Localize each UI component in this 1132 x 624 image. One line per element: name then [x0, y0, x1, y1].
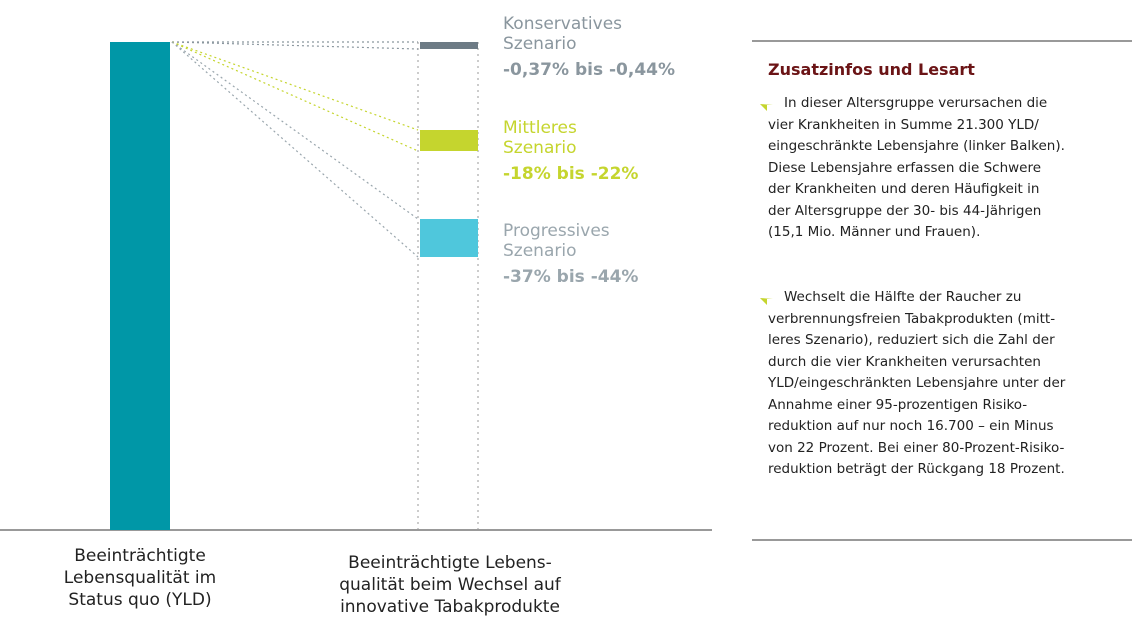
info-line: Diese Lebensjahre erfassen die Schwere	[768, 159, 1042, 176]
scenario: Konservatives Szenario -0,37% bis -0,44%	[503, 14, 675, 80]
scenario: Mittleres Szenario -18% bis -22%	[503, 118, 638, 184]
info-line: Wechselt die Hälfte der Raucher zu	[784, 289, 1022, 305]
scenario-name: Szenario	[503, 241, 577, 261]
info-line: reduktion auf nur noch 16.700 – ein Minu…	[768, 418, 1054, 434]
scenario-name: Progressives	[503, 221, 610, 241]
conservative-bar	[420, 42, 478, 49]
scenario: Progressives Szenario -37% bis -44%	[503, 221, 638, 287]
label-line: Lebensqualität im	[63, 568, 217, 588]
info-line: von 22 Prozent. Bei einer 80-Prozent-Ris…	[768, 439, 1065, 456]
scenario-name: Szenario	[503, 34, 577, 54]
bullet-icon	[760, 298, 773, 305]
info-paragraph: Wechselt die Hälfte der Raucher zu verbre…	[768, 287, 1065, 481]
label-line: innovative Tabakprodukte	[340, 597, 560, 617]
connectors	[171, 41, 419, 258]
info-line: (15,1 Mio. Männer und Frauen).	[768, 224, 981, 240]
info-line: Annahme einer 95-prozentigen Risiko-	[768, 396, 1028, 413]
progressive-bar	[420, 219, 478, 257]
scenario-name: Konservatives	[503, 14, 623, 34]
scenario-range: -37% bis -44%	[503, 267, 639, 287]
scenario-range: -0,37% bis -0,44%	[503, 60, 676, 80]
info-line: vier Krankheiten in Summe 21.300 YLD/	[768, 116, 1039, 133]
info-line: In dieser Altersgruppe verursachen die	[784, 95, 1048, 111]
scenario-name: Szenario	[503, 138, 577, 158]
info-line: der Altersgruppe der 30- bis 44-Jährigen	[768, 202, 1042, 219]
info-line: reduktion beträgt der Rückgang 18 Prozen…	[768, 461, 1065, 477]
medium-bar	[420, 130, 478, 151]
right-label: Beeinträchtigte Lebens- qualität beim We…	[330, 552, 570, 618]
label-line: Status quo (YLD)	[68, 590, 212, 610]
label-line: Beeinträchtigte	[74, 546, 206, 566]
info-line: durch die vier Krankheiten verursachten	[768, 353, 1041, 370]
info-title: Zusatzinfos und Lesart	[768, 60, 975, 79]
bullet-icon	[760, 104, 773, 111]
left-label: Beeinträchtigte Lebensqualität im Status…	[40, 545, 240, 611]
info-line: leres Szenario), reduziert sich die Zahl…	[768, 332, 1055, 348]
scenario-range: -18% bis -22%	[503, 164, 639, 184]
label-line: qualität beim Wechsel auf	[339, 575, 561, 595]
info-line: YLD/eingeschränkten Lebensjahre unter de…	[768, 375, 1066, 391]
info-line: eingeschränkte Lebensjahre (linker Balke…	[768, 138, 1065, 154]
info-line: verbrennungsfreien Tabakprodukten (mitt-	[768, 310, 1056, 327]
info-line: der Krankheiten und deren Häufigkeit in	[768, 181, 1040, 197]
label-line: Beeinträchtigte Lebens-	[348, 553, 552, 573]
info-paragraph: In dieser Altersgruppe verursachen die vi…	[768, 93, 1065, 244]
scenario-name: Mittleres	[503, 118, 577, 138]
status-quo-bar	[110, 42, 170, 530]
